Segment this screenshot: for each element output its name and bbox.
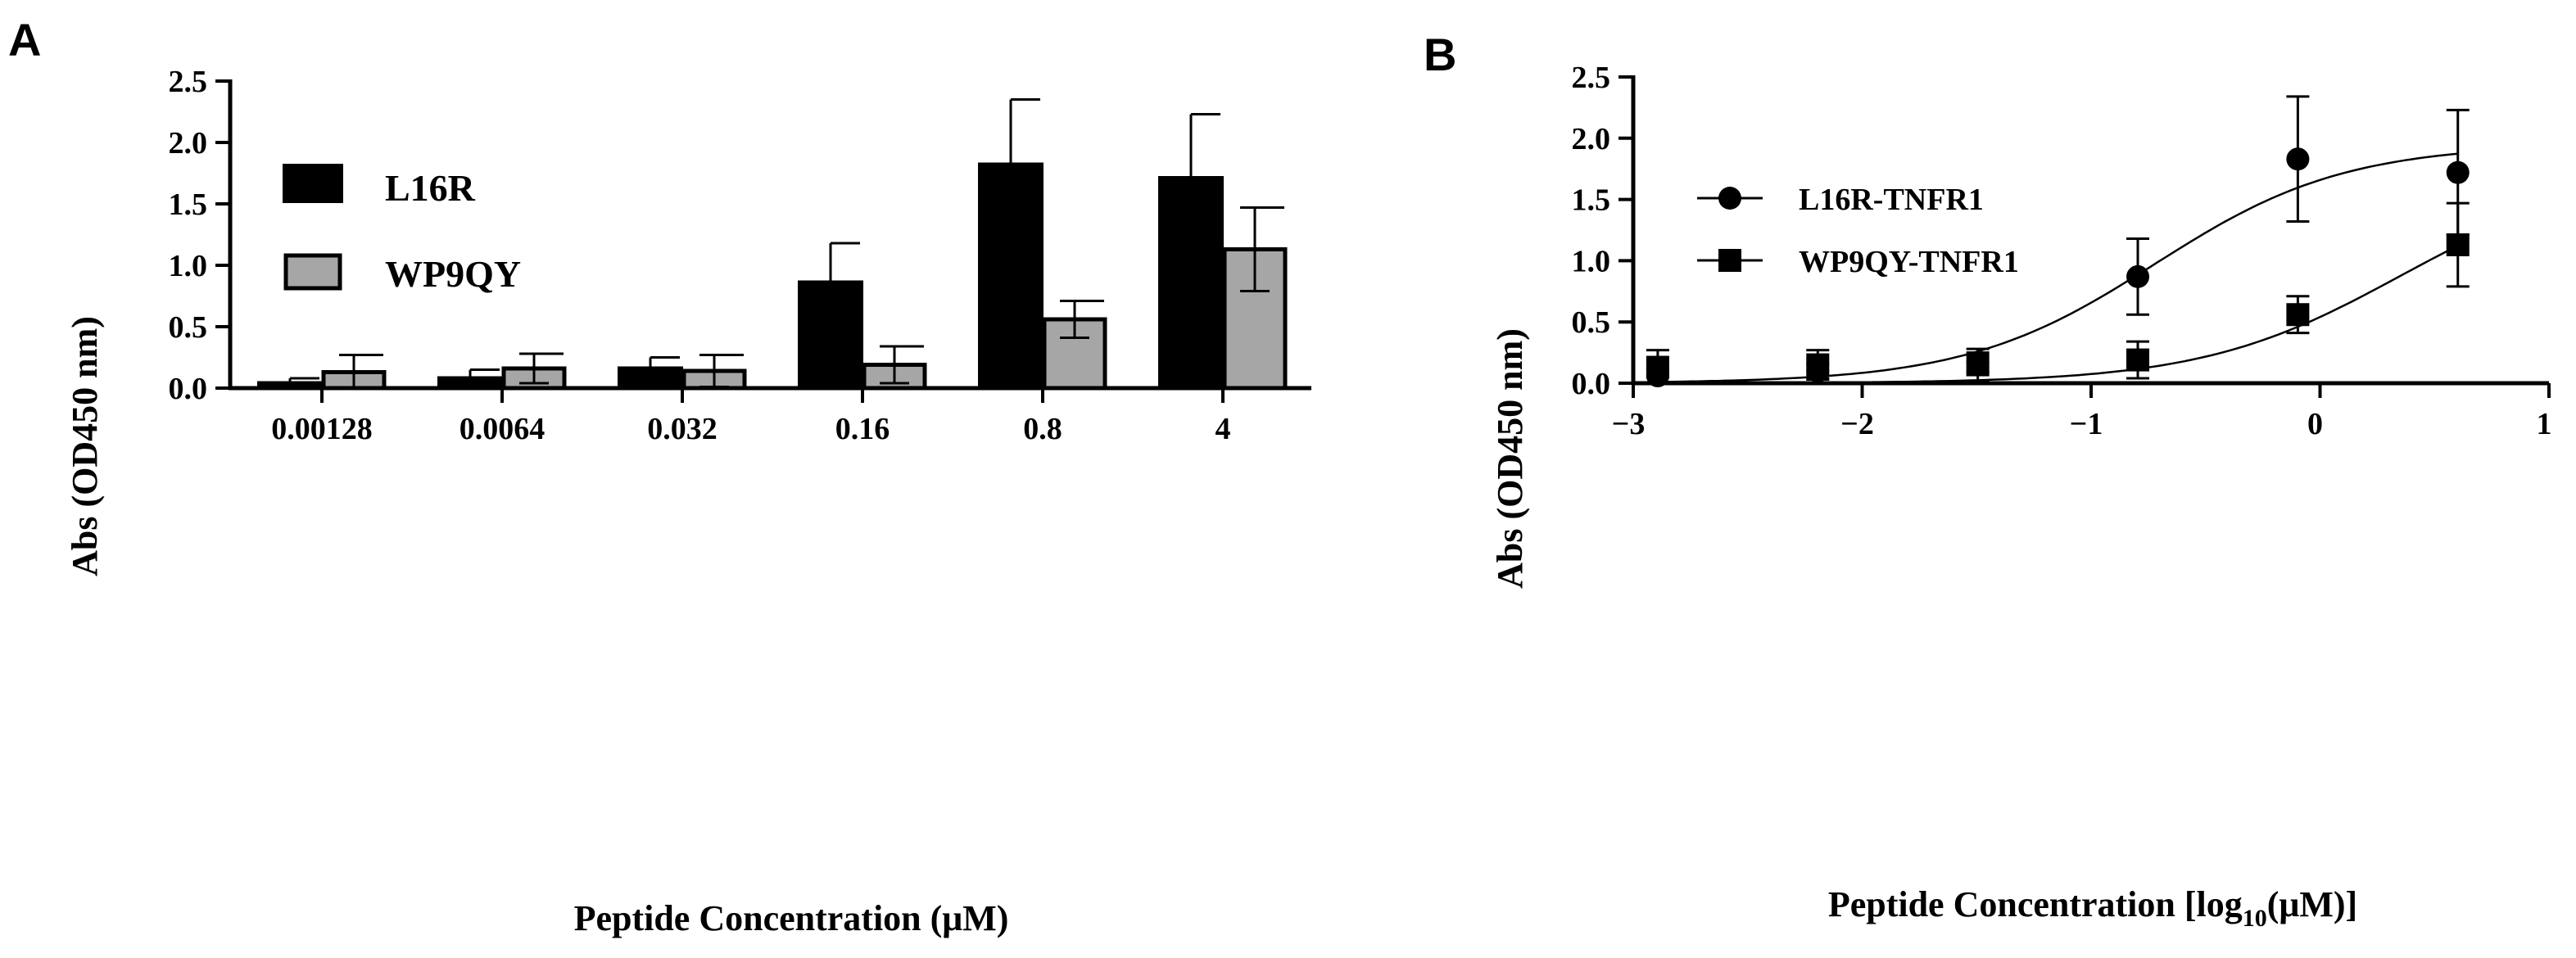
panel-b-legend: L16R-TNFR1 WP9QY-TNFR1 [1697,183,2019,279]
panel-a-x-tick-label: 0.0064 [460,412,546,446]
legend-marker-wp9qy-tnfr1 [1718,249,1741,272]
point-l16r-tnfr1 [2446,160,2470,184]
panel-b-x-axis-title: Peptide Concentration [log10(μM)] [1828,884,2357,932]
panel-b-y-axis-title: Abs (OD450 nm) [1490,328,1530,589]
panel-a-y-tick-label: 0.5 [169,310,208,345]
panel-a-x-tick-label: 4 [1216,412,1231,446]
panel-a-x-tick-label: 0.8 [1023,412,1062,446]
legend-label-wp9qy-tnfr1: WP9QY-TNFR1 [1799,245,2019,279]
point-wp9qy-tnfr1 [2126,348,2150,372]
panel-b-letter: B [1424,29,1456,80]
bar-l16r-0.00128 [257,381,323,389]
point-wp9qy-tnfr1 [1966,353,1990,377]
panel-a-error-bars [288,98,1284,390]
panel-b-axes [1631,75,2549,386]
bar-l16r-0.8 [978,162,1044,389]
point-l16r-tnfr1 [2286,147,2310,171]
panel-a-axes [228,79,1311,391]
panel-a-x-tick-label: 0.16 [835,412,890,446]
panel-a-bars [257,162,1288,391]
bar-l16r-4 [1158,176,1224,389]
panel-a-y-tick-label: 2.0 [169,126,208,160]
panel-b-ticks: 0.0 0.5 1.0 1.5 2.0 2.5 −3 −2 −1 0 1 [1572,61,2552,441]
panel-a-bar-chart: 0.0 0.5 1.0 1.5 2.0 2.5 0.00128 0.0064 0.032 0.16… [65,65,1311,938]
legend-label-l16r: L16R [385,167,476,209]
panel-b-error-bars [1646,95,2470,385]
panel-a-legend: L16R WP9QY [283,164,521,295]
point-wp9qy-tnfr1 [2286,303,2310,327]
panel-b-x-tick-label: 0 [2307,407,2323,441]
panel-b-y-tick-label: 2.0 [1572,122,1611,156]
panel-b-x-tick-label: −3 [1612,407,1646,441]
legend-swatch-l16r [283,164,343,203]
legend-label-wp9qy: WP9QY [385,253,521,295]
point-wp9qy-tnfr1 [1806,353,1830,377]
bar-l16r-0.0064 [437,376,503,389]
legend-swatch-wp9qy [283,253,342,291]
panel-a-x-axis-title: Peptide Concentration (μM) [574,898,1009,938]
point-l16r-tnfr1 [2126,264,2150,288]
panel-a-x-tick-label: 0.032 [647,412,718,446]
panel-a-letter: A [8,14,41,66]
panel-b-x-tick-label: −2 [1840,407,1874,441]
legend-marker-l16r-tnfr1 [1718,187,1741,210]
panel-a-ticks: 0.0 0.5 1.0 1.5 2.0 2.5 0.00128 0.0064 0.032 0.16… [169,65,1231,446]
panel-b-y-tick-label: 2.5 [1572,61,1611,95]
panel-b-dose-response-chart: 0.0 0.5 1.0 1.5 2.0 2.5 −3 −2 −1 0 1 Peptide Conce… [1490,61,2552,932]
point-wp9qy-tnfr1 [1646,355,1669,379]
panel-a-y-tick-label: 2.5 [169,65,208,99]
panel-b-y-tick-label: 0.5 [1572,305,1611,340]
panel-a-y-tick-label: 1.0 [169,249,208,283]
panel-a-x-tick-label: 0.00128 [271,412,373,446]
panel-a-y-axis-title: Abs (OD450 nm) [65,316,105,576]
panel-b-y-tick-label: 0.0 [1572,367,1611,401]
panel-b-y-tick-label: 1.5 [1572,183,1611,218]
panel-a-y-tick-label: 0.0 [169,372,208,406]
bar-l16r-0.032 [618,366,683,389]
fit-curve-wp9qy-tnfr1 [1657,245,2459,385]
panel-b-x-axis-title-pre: Peptide Concentration [log [1828,884,2243,924]
fit-curve-l16r-tnfr1 [1657,152,2458,383]
panel-b-points [1646,147,2470,388]
point-wp9qy-tnfr1 [2446,233,2470,256]
panel-b-fit-curves [1657,152,2459,385]
legend-label-l16r-tnfr1: L16R-TNFR1 [1799,183,1984,217]
panel-b-y-tick-label: 1.0 [1572,244,1611,278]
panel-a-y-tick-label: 1.5 [169,188,208,222]
panel-b-x-axis-title-sub: 10 [2243,905,2267,932]
bar-l16r-0.16 [798,280,863,389]
panel-b-x-tick-label: 1 [2537,407,2552,441]
panel-b-x-tick-label: −1 [2070,407,2103,441]
panel-b-x-axis-title-post: (μM)] [2267,884,2357,924]
